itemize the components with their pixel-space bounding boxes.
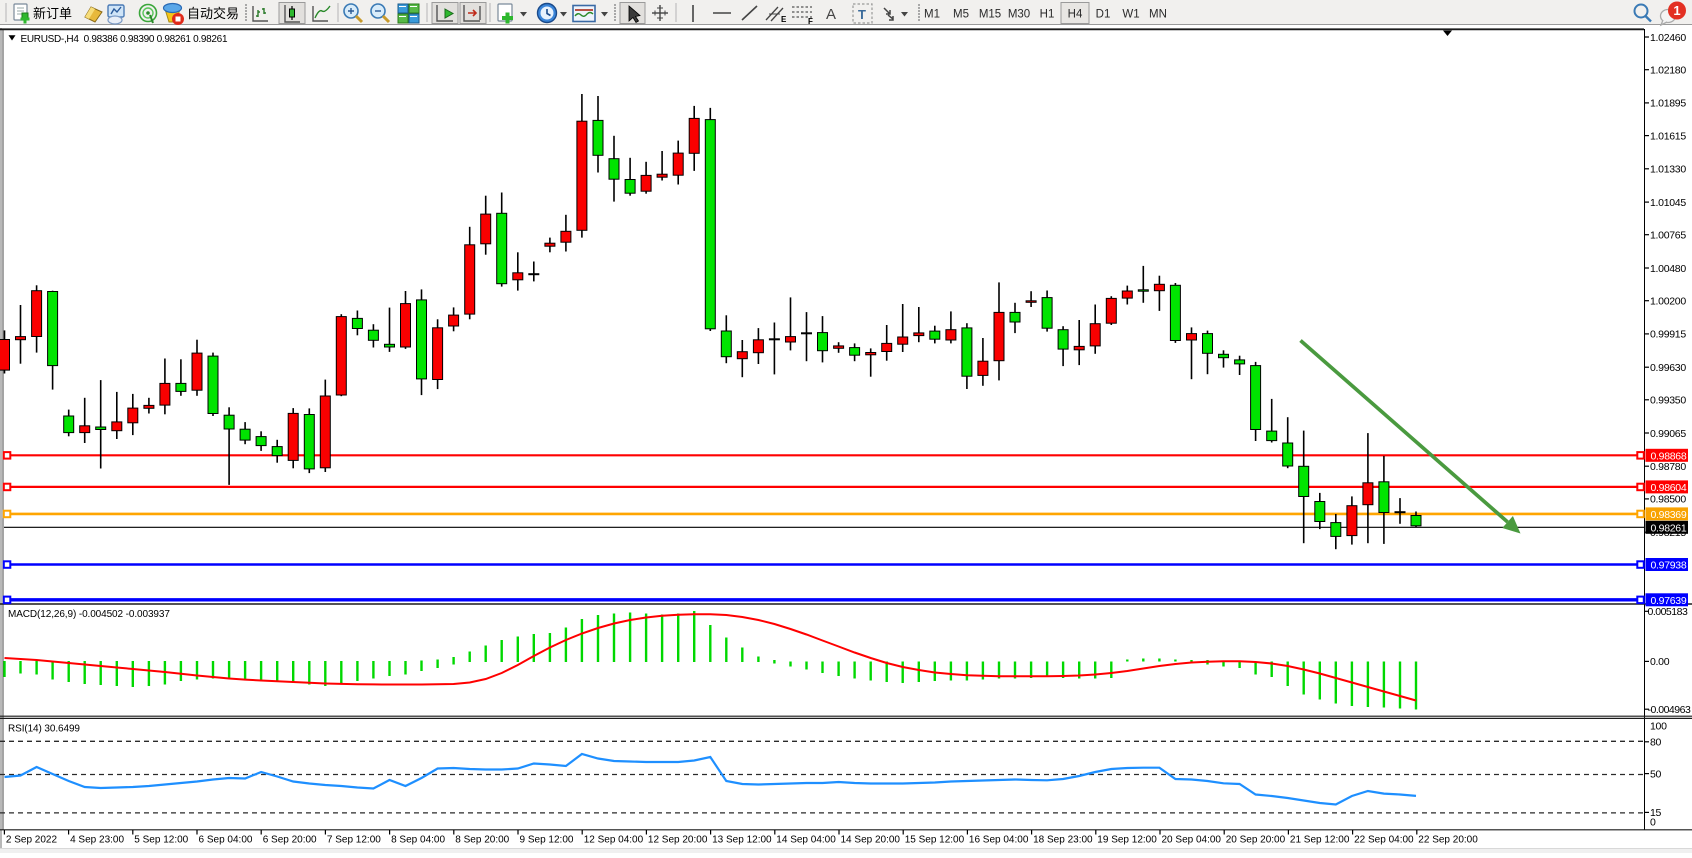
svg-text:1: 1 bbox=[1673, 3, 1680, 18]
svg-text:1.01615: 1.01615 bbox=[1650, 130, 1686, 142]
svg-text:13 Sep 12:00: 13 Sep 12:00 bbox=[712, 835, 772, 846]
svg-text:MN: MN bbox=[1149, 9, 1167, 21]
svg-text:0.99350: 0.99350 bbox=[1650, 395, 1686, 407]
svg-text:15: 15 bbox=[1650, 807, 1662, 819]
svg-text:6 Sep 20:00: 6 Sep 20:00 bbox=[263, 835, 317, 846]
svg-text:8 Sep 04:00: 8 Sep 04:00 bbox=[391, 835, 445, 846]
svg-text:M30: M30 bbox=[1008, 9, 1030, 21]
svg-text:20 Sep 04:00: 20 Sep 04:00 bbox=[1162, 835, 1222, 846]
svg-text:0.98868: 0.98868 bbox=[1651, 450, 1687, 462]
svg-text:19 Sep 12:00: 19 Sep 12:00 bbox=[1097, 835, 1157, 846]
svg-text:9 Sep 12:00: 9 Sep 12:00 bbox=[520, 835, 574, 846]
svg-text:16 Sep 04:00: 16 Sep 04:00 bbox=[969, 835, 1029, 846]
svg-text:0.98261: 0.98261 bbox=[1651, 522, 1687, 534]
svg-text:7 Sep 12:00: 7 Sep 12:00 bbox=[327, 835, 381, 846]
svg-text:6 Sep 04:00: 6 Sep 04:00 bbox=[199, 835, 253, 846]
svg-text:20 Sep 20:00: 20 Sep 20:00 bbox=[1226, 835, 1286, 846]
svg-text:M1: M1 bbox=[924, 9, 940, 21]
svg-text:0.99915: 0.99915 bbox=[1650, 329, 1686, 341]
svg-text:0: 0 bbox=[1650, 816, 1656, 828]
svg-text:0.99630: 0.99630 bbox=[1650, 362, 1686, 374]
svg-text:2 Sep 2022: 2 Sep 2022 bbox=[6, 835, 58, 846]
svg-text:1.00765: 1.00765 bbox=[1650, 230, 1686, 242]
svg-text:12 Sep 04:00: 12 Sep 04:00 bbox=[584, 835, 644, 846]
svg-text:15 Sep 12:00: 15 Sep 12:00 bbox=[905, 835, 965, 846]
svg-text:0.97938: 0.97938 bbox=[1651, 560, 1687, 572]
svg-text:0.98604: 0.98604 bbox=[1651, 482, 1687, 494]
svg-text:EURUSD-,H4 0.98386 0.98390 0.: EURUSD-,H4 0.98386 0.98390 0.98261 0.982… bbox=[21, 34, 228, 45]
svg-text:RSI(14) 30.6499: RSI(14) 30.6499 bbox=[8, 724, 80, 735]
svg-text:自动交易: 自动交易 bbox=[187, 6, 239, 21]
svg-text:F: F bbox=[808, 17, 813, 26]
svg-text:H1: H1 bbox=[1040, 9, 1055, 21]
svg-text:5 Sep 12:00: 5 Sep 12:00 bbox=[134, 835, 188, 846]
svg-text:1.00480: 1.00480 bbox=[1650, 263, 1686, 275]
svg-text:1.02180: 1.02180 bbox=[1650, 65, 1686, 77]
svg-text:A: A bbox=[826, 6, 836, 23]
svg-text:0.005183: 0.005183 bbox=[1648, 606, 1688, 618]
svg-text:-0.004963: -0.004963 bbox=[1648, 704, 1691, 716]
svg-text:0.98780: 0.98780 bbox=[1650, 461, 1686, 473]
svg-text:M15: M15 bbox=[979, 9, 1001, 21]
svg-text:D1: D1 bbox=[1096, 9, 1111, 21]
svg-text:1.01045: 1.01045 bbox=[1650, 197, 1686, 209]
svg-text:1.01895: 1.01895 bbox=[1650, 98, 1686, 110]
svg-text:80: 80 bbox=[1650, 737, 1662, 749]
svg-text:18 Sep 23:00: 18 Sep 23:00 bbox=[1033, 835, 1093, 846]
svg-text:T: T bbox=[858, 7, 866, 22]
svg-text:0.99065: 0.99065 bbox=[1650, 428, 1686, 440]
svg-text:100: 100 bbox=[1650, 720, 1667, 732]
svg-text:新订单: 新订单 bbox=[33, 6, 72, 21]
svg-text:14 Sep 20:00: 14 Sep 20:00 bbox=[841, 835, 901, 846]
svg-text:8 Sep 20:00: 8 Sep 20:00 bbox=[455, 835, 509, 846]
svg-text:12 Sep 20:00: 12 Sep 20:00 bbox=[648, 835, 708, 846]
svg-text:50: 50 bbox=[1650, 768, 1662, 780]
svg-text:0.00: 0.00 bbox=[1650, 656, 1670, 668]
svg-text:1.02460: 1.02460 bbox=[1650, 32, 1686, 44]
svg-text:E: E bbox=[781, 15, 787, 24]
svg-text:22 Sep 04:00: 22 Sep 04:00 bbox=[1354, 835, 1414, 846]
svg-text:H4: H4 bbox=[1068, 9, 1083, 21]
svg-text:M5: M5 bbox=[953, 9, 969, 21]
svg-text:MACD(12,26,9) -0.004502 -0.003: MACD(12,26,9) -0.004502 -0.003937 bbox=[8, 609, 170, 620]
svg-text:21 Sep 12:00: 21 Sep 12:00 bbox=[1290, 835, 1350, 846]
svg-text:0.98500: 0.98500 bbox=[1650, 494, 1686, 506]
svg-text:22 Sep 20:00: 22 Sep 20:00 bbox=[1418, 835, 1478, 846]
svg-text:14 Sep 04:00: 14 Sep 04:00 bbox=[776, 835, 836, 846]
svg-text:0.97639: 0.97639 bbox=[1651, 595, 1687, 607]
svg-text:0.98369: 0.98369 bbox=[1651, 509, 1687, 521]
svg-text:1.00200: 1.00200 bbox=[1650, 296, 1686, 308]
svg-text:1.01330: 1.01330 bbox=[1650, 164, 1686, 176]
svg-text:W1: W1 bbox=[1122, 9, 1139, 21]
svg-text:4 Sep 23:00: 4 Sep 23:00 bbox=[70, 835, 124, 846]
